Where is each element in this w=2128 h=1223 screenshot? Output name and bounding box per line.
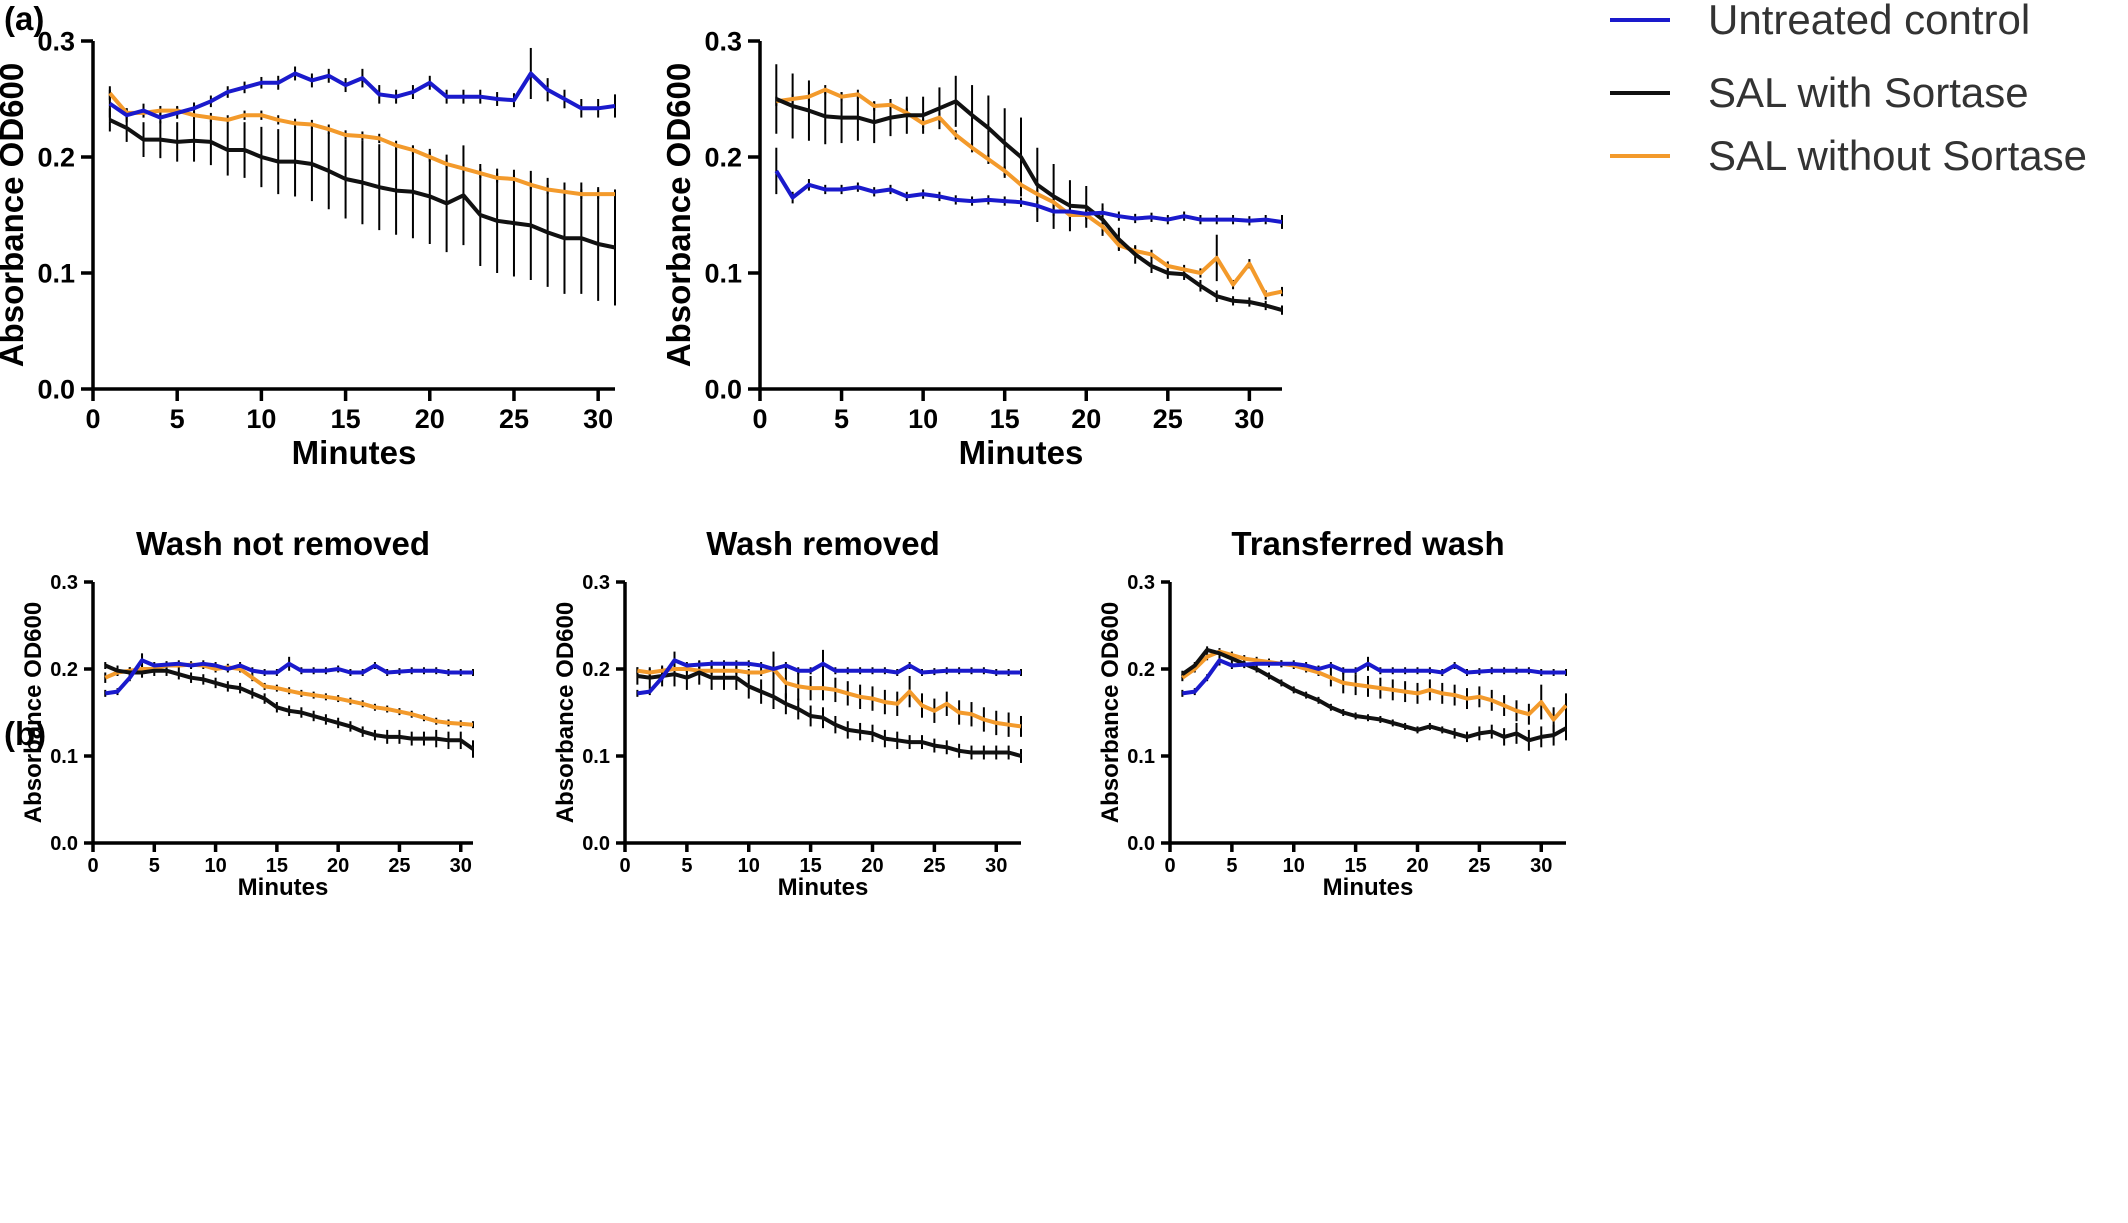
series-line	[775, 97, 1283, 313]
y-axis-label: Absorbance OD600	[552, 602, 579, 823]
x-axis-label: Minutes	[778, 874, 869, 901]
y-tick-label: 0.2	[704, 143, 742, 173]
x-tick-label: 25	[1468, 855, 1490, 877]
x-tick-label: 0	[619, 855, 630, 877]
x-tick-label: 15	[1345, 855, 1367, 877]
x-tick-label: 10	[908, 404, 938, 434]
series-line	[776, 87, 1283, 297]
x-tick-label: 25	[499, 404, 529, 434]
x-tick-label: 30	[1530, 855, 1552, 877]
series-line	[637, 658, 1021, 696]
y-tick-label: 0.0	[50, 833, 78, 855]
y-tick-label: 0.0	[37, 375, 75, 405]
chart-a-left: 0.0 0.1 0.2 0.3 0 5 10 15 20 25 30 Minutes Absorbanc…	[0, 27, 616, 471]
x-tick-label: 10	[204, 855, 226, 877]
x-tick-label: 20	[415, 404, 445, 434]
y-tick-label: 0.0	[1127, 833, 1155, 855]
x-tick-label: 15	[800, 855, 822, 877]
chart-title: Wash not removed	[136, 525, 430, 562]
chart-title: Wash removed	[706, 525, 940, 562]
y-tick-label: 0.3	[704, 27, 742, 57]
series-line	[1182, 658, 1566, 696]
x-tick-label: 20	[1406, 855, 1428, 877]
panel-letter-a: (a)	[4, 0, 44, 37]
x-tick-label: 10	[1283, 855, 1305, 877]
x-tick-label: 30	[583, 404, 613, 434]
series-line	[108, 118, 616, 250]
chart-b-wash-not-removed: Wash not removed 0.0 0.1 0.2 0.3 0 5 10 15 20 25 30…	[20, 525, 475, 901]
x-tick-label: 15	[990, 404, 1020, 434]
y-axis-label: Absorbance OD600	[0, 63, 30, 367]
legend-label-sal-with-sortase: SAL with Sortase	[1708, 69, 2029, 116]
series-line	[637, 670, 1022, 758]
x-tick-label: 10	[246, 404, 276, 434]
y-tick-label: 0.3	[582, 572, 610, 594]
chart-title: Transferred wash	[1231, 525, 1504, 562]
chart-b-transferred-wash: Transferred wash 0.0 0.1 0.2 0.3 0 5 10 15 20 25 30…	[1097, 525, 1568, 901]
x-tick-label: 0	[85, 404, 100, 434]
x-tick-label: 5	[170, 404, 185, 434]
x-tick-label: 15	[331, 404, 361, 434]
chart-b-wash-removed: Wash removed 0.0 0.1 0.2 0.3 0 5 10 15 20 25 30 Minu…	[552, 525, 1022, 901]
y-tick-label: 0.2	[582, 659, 610, 681]
y-tick-label: 0.3	[1127, 572, 1155, 594]
y-axis-label: Absorbance OD600	[660, 63, 697, 367]
series-line	[108, 91, 615, 197]
y-tick-label: 0.3	[37, 27, 75, 57]
y-tick-label: 0.1	[37, 259, 75, 289]
x-tick-label: 5	[834, 404, 849, 434]
y-tick-label: 0.2	[1127, 659, 1155, 681]
x-tick-label: 25	[923, 855, 945, 877]
x-tick-label: 25	[1153, 404, 1183, 434]
y-tick-label: 0.1	[582, 746, 610, 768]
y-tick-label: 0.2	[37, 143, 75, 173]
series-line	[108, 71, 616, 120]
x-tick-label: 20	[861, 855, 883, 877]
chart-a-right: 0.0 0.1 0.2 0.3 0 5 10 15 20 25 30 Minutes Absorbanc…	[660, 27, 1283, 471]
y-axis-label: Absorbance OD600	[20, 602, 47, 823]
x-axis-label: Minutes	[1323, 874, 1414, 901]
x-tick-label: 0	[752, 404, 767, 434]
legend-label-untreated: Untreated control	[1708, 0, 2030, 43]
y-tick-label: 0.1	[50, 746, 78, 768]
x-tick-label: 5	[1226, 855, 1237, 877]
x-tick-label: 0	[1164, 855, 1175, 877]
y-tick-label: 0.2	[50, 659, 78, 681]
legend-label-sal-without-sortase: SAL without Sortase	[1708, 132, 2087, 179]
panel-letter-b: (b)	[4, 715, 46, 752]
y-axis-label: Absorbance OD600	[1097, 602, 1124, 823]
series-line	[104, 663, 475, 751]
series-line	[1181, 649, 1568, 722]
series-line	[637, 667, 1022, 729]
x-tick-label: 30	[450, 855, 472, 877]
y-tick-label: 0.0	[704, 375, 742, 405]
x-tick-label: 10	[738, 855, 760, 877]
x-tick-label: 0	[87, 855, 98, 877]
y-tick-label: 0.1	[1127, 746, 1155, 768]
x-axis-label: Minutes	[959, 434, 1084, 471]
x-tick-label: 15	[266, 855, 288, 877]
x-tick-label: 20	[1071, 404, 1101, 434]
x-tick-label: 30	[1234, 404, 1264, 434]
x-tick-label: 30	[985, 855, 1007, 877]
y-tick-label: 0.0	[582, 833, 610, 855]
legend: Untreated control SAL with Sortase SAL w…	[1610, 0, 2087, 179]
x-tick-label: 20	[327, 855, 349, 877]
x-tick-label: 5	[681, 855, 692, 877]
x-tick-label: 25	[388, 855, 410, 877]
series-line	[105, 658, 473, 696]
x-tick-label: 5	[149, 855, 160, 877]
series-line	[774, 169, 1283, 224]
y-tick-label: 0.3	[50, 572, 78, 594]
y-tick-label: 0.1	[704, 259, 742, 289]
x-axis-label: Minutes	[238, 874, 329, 901]
x-axis-label: Minutes	[292, 434, 417, 471]
